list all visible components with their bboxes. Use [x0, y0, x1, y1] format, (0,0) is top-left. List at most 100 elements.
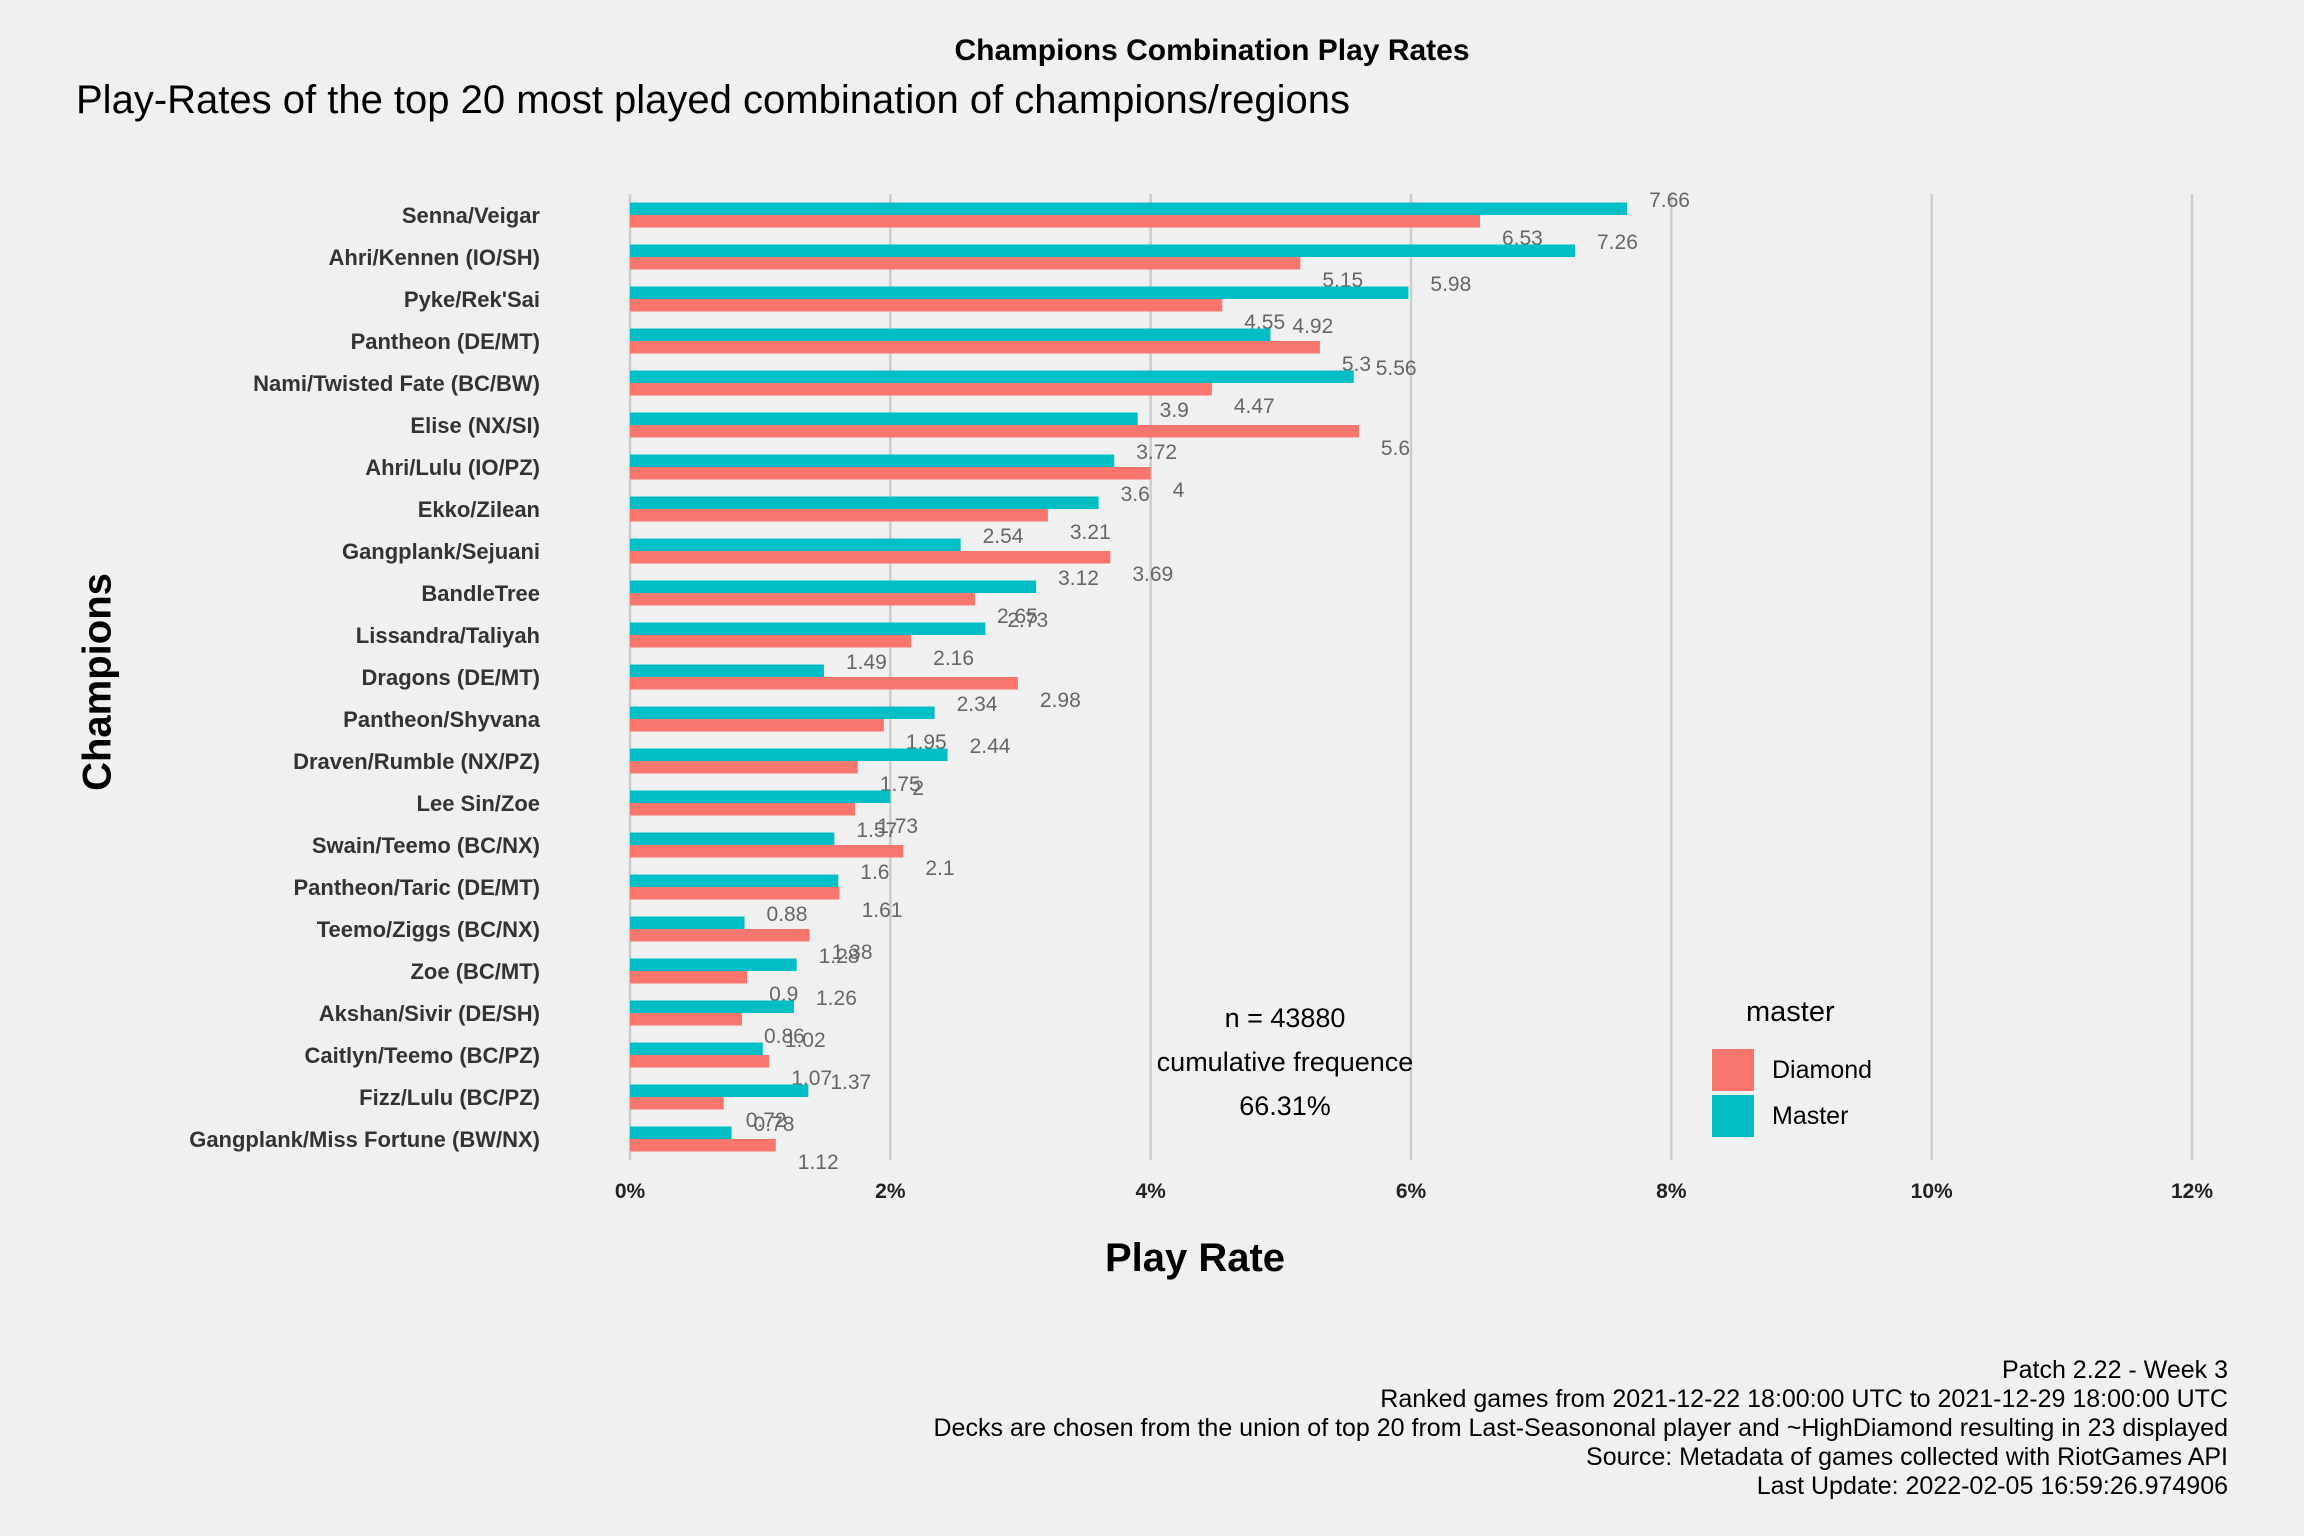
- bar-diamond: [630, 341, 1320, 354]
- x-tick-label: 2%: [875, 1180, 906, 1203]
- chart-title: Champions Combination Play Rates: [954, 34, 1470, 67]
- caption-line-deck-selection: Decks are chosen from the union of top 2…: [933, 1414, 2228, 1442]
- data-label-master: 3.12: [1058, 567, 1099, 590]
- y-axis-title: Champions: [75, 573, 120, 791]
- data-label-master: 2.73: [1007, 609, 1048, 632]
- y-tick-label: Ahri/Lulu (IO/PZ): [365, 455, 540, 480]
- bar-diamond: [630, 803, 856, 816]
- y-tick-label: Akshan/Sivir (DE/SH): [319, 1001, 540, 1026]
- data-label-diamond: 2.65: [997, 605, 1038, 628]
- y-tick-label: Pyke/Rek'Sai: [404, 287, 540, 312]
- x-tick-label: 10%: [1911, 1180, 1953, 1203]
- bar-diamond: [630, 383, 1212, 396]
- data-label-master: 1.28: [819, 945, 860, 968]
- data-label-diamond: 5.15: [1322, 269, 1363, 292]
- bar-diamond: [630, 593, 975, 606]
- bar-master: [630, 916, 745, 929]
- chart-subtitle: Play-Rates of the top 20 most played com…: [76, 78, 1351, 122]
- bar-diamond: [630, 551, 1111, 564]
- bar-master: [630, 580, 1037, 593]
- bar-master: [630, 790, 891, 803]
- bar-diamond: [630, 845, 904, 858]
- data-label-master: 5.98: [1430, 273, 1471, 296]
- y-tick-label: Fizz/Lulu (BC/PZ): [359, 1085, 540, 1110]
- data-label-master: 2.34: [957, 693, 998, 716]
- sample-size-text: n = 43880: [1224, 1003, 1346, 1033]
- bar-master: [630, 1084, 809, 1097]
- data-label-diamond: 0.9: [769, 983, 798, 1006]
- y-tick-label: BandleTree: [421, 581, 540, 606]
- caption-line-patch: Patch 2.22 - Week 3: [2001, 1356, 2228, 1384]
- data-label-diamond: 4.55: [1244, 311, 1285, 334]
- data-label-master: 4.92: [1292, 315, 1333, 338]
- y-tick-label: Pantheon/Shyvana: [343, 707, 541, 732]
- bar-diamond: [630, 299, 1223, 312]
- data-label-master: 2.54: [983, 525, 1024, 548]
- data-label-diamond: 1.12: [798, 1151, 839, 1174]
- bar-diamond: [630, 1055, 770, 1068]
- bar-master: [630, 454, 1115, 467]
- bar-master: [630, 496, 1099, 509]
- bar-master: [630, 370, 1354, 383]
- data-label-diamond: 3.69: [1132, 563, 1173, 586]
- data-label-master: 7.26: [1597, 231, 1638, 254]
- data-label-diamond: 6.53: [1502, 227, 1543, 250]
- x-tick-label: 4%: [1135, 1180, 1166, 1203]
- data-label-diamond: 2.16: [933, 647, 974, 670]
- legend-item-diamond: Diamond: [1712, 1047, 1872, 1093]
- data-label-diamond: 1.95: [906, 731, 947, 754]
- data-label-master: 2.44: [970, 735, 1011, 758]
- data-label-master: 0.78: [754, 1113, 795, 1136]
- data-label-master: 3.6: [1121, 483, 1150, 506]
- y-tick-label: Caitlyn/Teemo (BC/PZ): [304, 1043, 540, 1068]
- data-label-master: 5.56: [1376, 357, 1417, 380]
- y-tick-label: Dragons (DE/MT): [362, 665, 540, 690]
- y-tick-label: Lee Sin/Zoe: [417, 791, 540, 816]
- data-label-diamond: 5.3: [1342, 353, 1371, 376]
- bar-master: [630, 538, 961, 551]
- data-label-diamond: 0.86: [764, 1025, 805, 1048]
- y-tick-label: Gangplank/Miss Fortune (BW/NX): [189, 1127, 540, 1152]
- bar-diamond: [630, 509, 1048, 522]
- bar-diamond: [630, 635, 912, 648]
- data-label-master: 0.88: [767, 903, 808, 926]
- legend-key-master: [1712, 1095, 1754, 1137]
- data-label-master: 3.9: [1160, 399, 1189, 422]
- data-label-master: 1.6: [860, 861, 889, 884]
- bar-master: [630, 1000, 795, 1013]
- bar-diamond: [630, 1097, 724, 1110]
- caption-line-last-update: Last Update: 2022-02-05 16:59:26.974906: [1756, 1472, 2228, 1500]
- legend-key-diamond: [1712, 1049, 1754, 1091]
- x-tick-label: 8%: [1656, 1180, 1687, 1203]
- bar-diamond: [630, 887, 840, 900]
- bar-master: [630, 328, 1271, 341]
- data-label-diamond: 3.21: [1070, 521, 1111, 544]
- bar-master: [630, 412, 1138, 425]
- legend-title: master: [1746, 996, 1835, 1028]
- data-label-diamond: 1.61: [862, 899, 903, 922]
- sample-annotation: n = 43880 cumulative frequence 66.31%: [1085, 996, 1485, 1128]
- y-tick-label: Teemo/Ziggs (BC/NX): [317, 917, 540, 942]
- y-tick-label: Gangplank/Sejuani: [342, 539, 540, 564]
- y-tick-label: Ekko/Zilean: [418, 497, 540, 522]
- bar-diamond: [630, 971, 748, 984]
- bar-diamond: [630, 257, 1301, 270]
- bar-master: [630, 664, 824, 677]
- bar-master: [630, 748, 948, 761]
- y-tick-label: Elise (NX/SI): [410, 413, 540, 438]
- data-label-master: 1.49: [846, 651, 887, 674]
- data-label-master: 7.66: [1649, 189, 1690, 212]
- y-tick-label: Ahri/Kennen (IO/SH): [329, 245, 540, 270]
- x-tick-label: 6%: [1396, 1180, 1427, 1203]
- x-axis-title: Play Rate: [1104, 1236, 1286, 1280]
- bar-master: [630, 832, 835, 845]
- legend-label-diamond: Diamond: [1772, 1055, 1873, 1084]
- legend-label-master: Master: [1772, 1101, 1849, 1130]
- data-label-diamond: 4: [1173, 479, 1185, 502]
- bar-diamond: [630, 677, 1018, 690]
- data-label-diamond: 2.1: [925, 857, 954, 880]
- bar-diamond: [630, 719, 884, 732]
- bar-diamond: [630, 1139, 776, 1152]
- bar-diamond: [630, 929, 810, 942]
